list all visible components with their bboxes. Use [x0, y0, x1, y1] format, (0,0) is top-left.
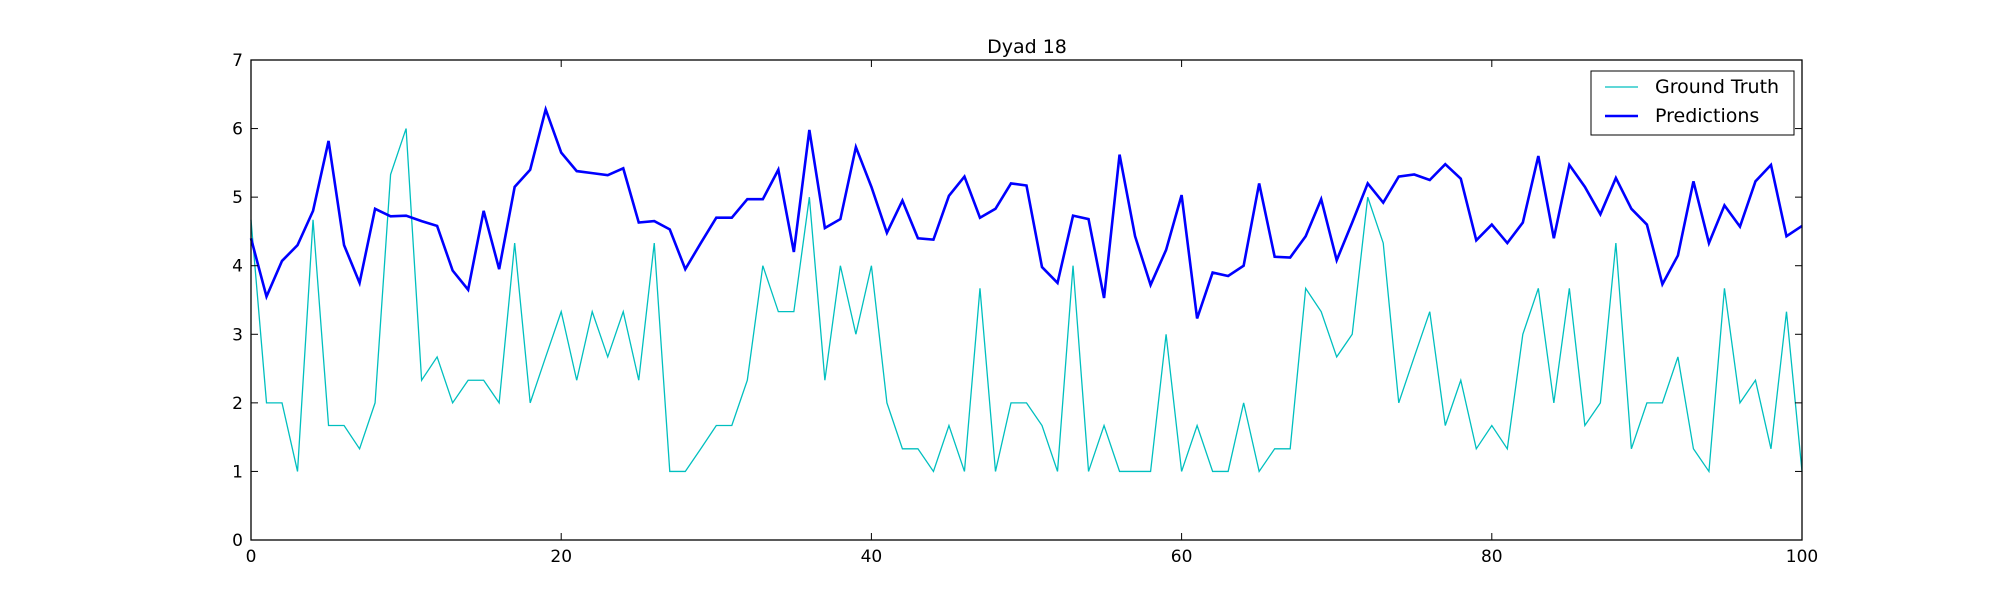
series-line-predictions	[249, 104, 1803, 319]
y-tick-label: 7	[232, 51, 243, 71]
x-tick-label: 0	[246, 547, 257, 567]
y-tick-label: 3	[232, 325, 243, 345]
y-tick-label: 2	[232, 394, 243, 414]
y-tick-label: 5	[232, 188, 243, 208]
legend-box	[1590, 70, 1795, 136]
x-tick-label: 20	[550, 547, 572, 567]
y-tick-label: 4	[232, 257, 243, 277]
y-tick-label: 6	[232, 120, 243, 140]
x-tick-label: 60	[1171, 547, 1193, 567]
series-layer	[249, 104, 1803, 474]
x-tick-label: 100	[1786, 547, 1818, 567]
y-tick-label: 1	[232, 462, 243, 482]
plot-frame	[250, 59, 1803, 541]
x-tick-label: 40	[861, 547, 883, 567]
legend: Ground Truth Predictions	[1590, 70, 1795, 136]
chart-title: Dyad 18	[987, 36, 1067, 58]
legend-label: Ground Truth	[1655, 76, 1779, 98]
series-line-ground-truth	[250, 128, 1803, 474]
y-tick-label: 0	[232, 531, 243, 551]
legend-label: Predictions	[1655, 105, 1759, 127]
x-tick-label: 80	[1481, 547, 1503, 567]
